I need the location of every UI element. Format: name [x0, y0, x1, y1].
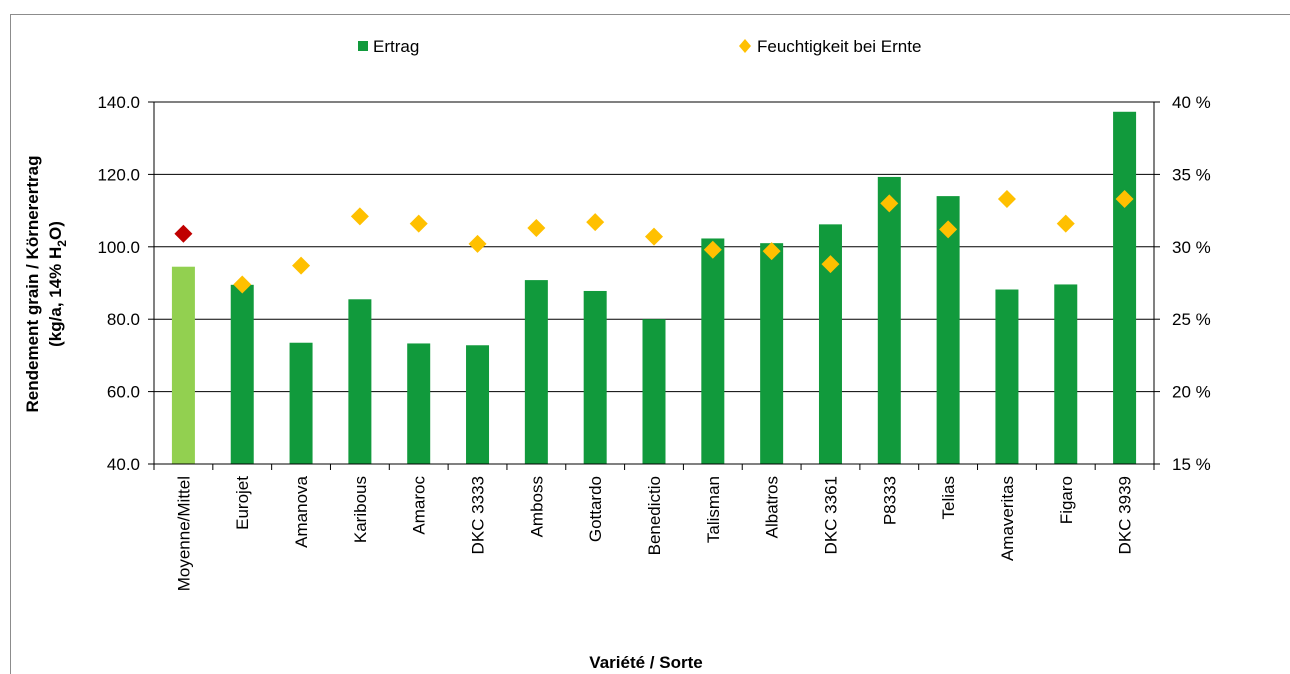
- marker-karibous: [350, 207, 369, 226]
- chart-frame: [10, 14, 1290, 674]
- bar-figaro: [1054, 284, 1078, 464]
- marker-amaveritas: [997, 190, 1016, 209]
- marker-eurojet: [233, 275, 252, 294]
- left-tick-label: 120.0: [97, 165, 140, 184]
- legend-feuchtigkeit-label: Feuchtigkeit bei Ernte: [757, 37, 921, 56]
- category-label: DKC 3361: [821, 476, 840, 554]
- marker-telias: [939, 220, 958, 239]
- legend: Ertrag Feuchtigkeit bei Ernte: [358, 37, 921, 56]
- bar-amanova: [289, 342, 313, 464]
- marker-dkc-3333: [468, 234, 487, 253]
- marker-albatros: [762, 242, 781, 261]
- marker-dkc-3939: [1115, 190, 1134, 209]
- bar-telias: [936, 196, 960, 464]
- marker-moyenne-mittel: [174, 224, 193, 243]
- marker-gottardo: [586, 213, 605, 232]
- category-label: P8333: [880, 476, 899, 525]
- left-tick-label: 40.0: [107, 455, 140, 474]
- bar-dkc-3361: [818, 224, 842, 464]
- y-axis-title-subscript: 2: [55, 240, 69, 247]
- marker-benedictio: [645, 227, 663, 246]
- x-axis-title: Variété / Sorte: [589, 653, 702, 672]
- bar-benedictio: [642, 319, 666, 464]
- bar-amaveritas: [995, 289, 1019, 464]
- right-tick-label: 30 %: [1172, 238, 1211, 257]
- left-tick-label: 80.0: [107, 310, 140, 329]
- bar-dkc-3939: [1113, 111, 1137, 465]
- category-label: Albatros: [763, 476, 782, 538]
- marker-p8333: [880, 194, 899, 213]
- y-axis-title-pre: (kg/a, 14% H: [46, 247, 65, 347]
- right-tick-label: 20 %: [1172, 383, 1211, 402]
- legend-diamond-swatch: [739, 39, 751, 53]
- category-label: Amaveritas: [998, 476, 1017, 561]
- left-tick-label: 140.0: [97, 93, 140, 112]
- bar-karibous: [348, 299, 372, 464]
- left-axis-ticks: 40.0 60.0 80.0 100.0 120.0 140.0: [97, 93, 140, 474]
- marker-series: [174, 190, 1134, 294]
- category-label: Benedictio: [645, 476, 664, 555]
- category-label: Moyenne/Mittel: [174, 476, 193, 591]
- legend-bar-swatch: [358, 41, 368, 51]
- category-label: Amaroc: [410, 476, 429, 535]
- marker-amboss: [527, 218, 546, 237]
- bar-eurojet: [230, 284, 254, 464]
- legend-ertrag-label: Ertrag: [373, 37, 419, 56]
- bar-amaroc: [407, 343, 431, 464]
- bar-talisman: [701, 238, 725, 464]
- marker-amaroc: [409, 214, 428, 233]
- left-tick-label: 100.0: [97, 238, 140, 257]
- marker-figaro: [1056, 214, 1075, 233]
- bar-p8333: [877, 176, 901, 464]
- right-tick-label: 15 %: [1172, 455, 1211, 474]
- axes: [148, 101, 1160, 470]
- bar-amboss: [524, 280, 548, 464]
- y-axis-title-line-2: (kg/a, 14% H2O): [46, 221, 69, 347]
- category-label: Amboss: [527, 476, 546, 537]
- marker-dkc-3361: [821, 255, 840, 274]
- category-label: Amanova: [292, 475, 311, 547]
- bar-series: [171, 111, 1137, 465]
- category-label: DKC 3939: [1116, 476, 1135, 554]
- category-label: Karibous: [351, 476, 370, 543]
- bar-albatros: [760, 243, 784, 464]
- y-axis-title-line-1: Rendement grain / Körnerertrag: [23, 156, 42, 413]
- right-axis-ticks: 15 % 20 % 25 % 30 % 35 % 40 %: [1172, 93, 1211, 474]
- marker-amanova: [292, 256, 311, 275]
- bar-gottardo: [583, 290, 607, 464]
- left-tick-label: 60.0: [107, 383, 140, 402]
- category-label: DKC 3333: [469, 476, 488, 554]
- right-tick-label: 25 %: [1172, 310, 1211, 329]
- category-labels: Moyenne/Mittel Eurojet Amanova Karibous Amar…: [174, 475, 1134, 591]
- category-label: Talisman: [704, 476, 723, 543]
- right-tick-label: 40 %: [1172, 93, 1211, 112]
- marker-talisman: [703, 240, 722, 259]
- category-label: Eurojet: [233, 476, 252, 530]
- y-axis-title-post: O): [46, 221, 65, 240]
- category-label: Figaro: [1057, 476, 1076, 524]
- right-tick-label: 35 %: [1172, 165, 1211, 184]
- bar-dkc-3333: [466, 345, 490, 464]
- category-label: Gottardo: [586, 476, 605, 542]
- bar-moyenne-mittel: [171, 266, 195, 464]
- category-label: Telias: [939, 476, 958, 519]
